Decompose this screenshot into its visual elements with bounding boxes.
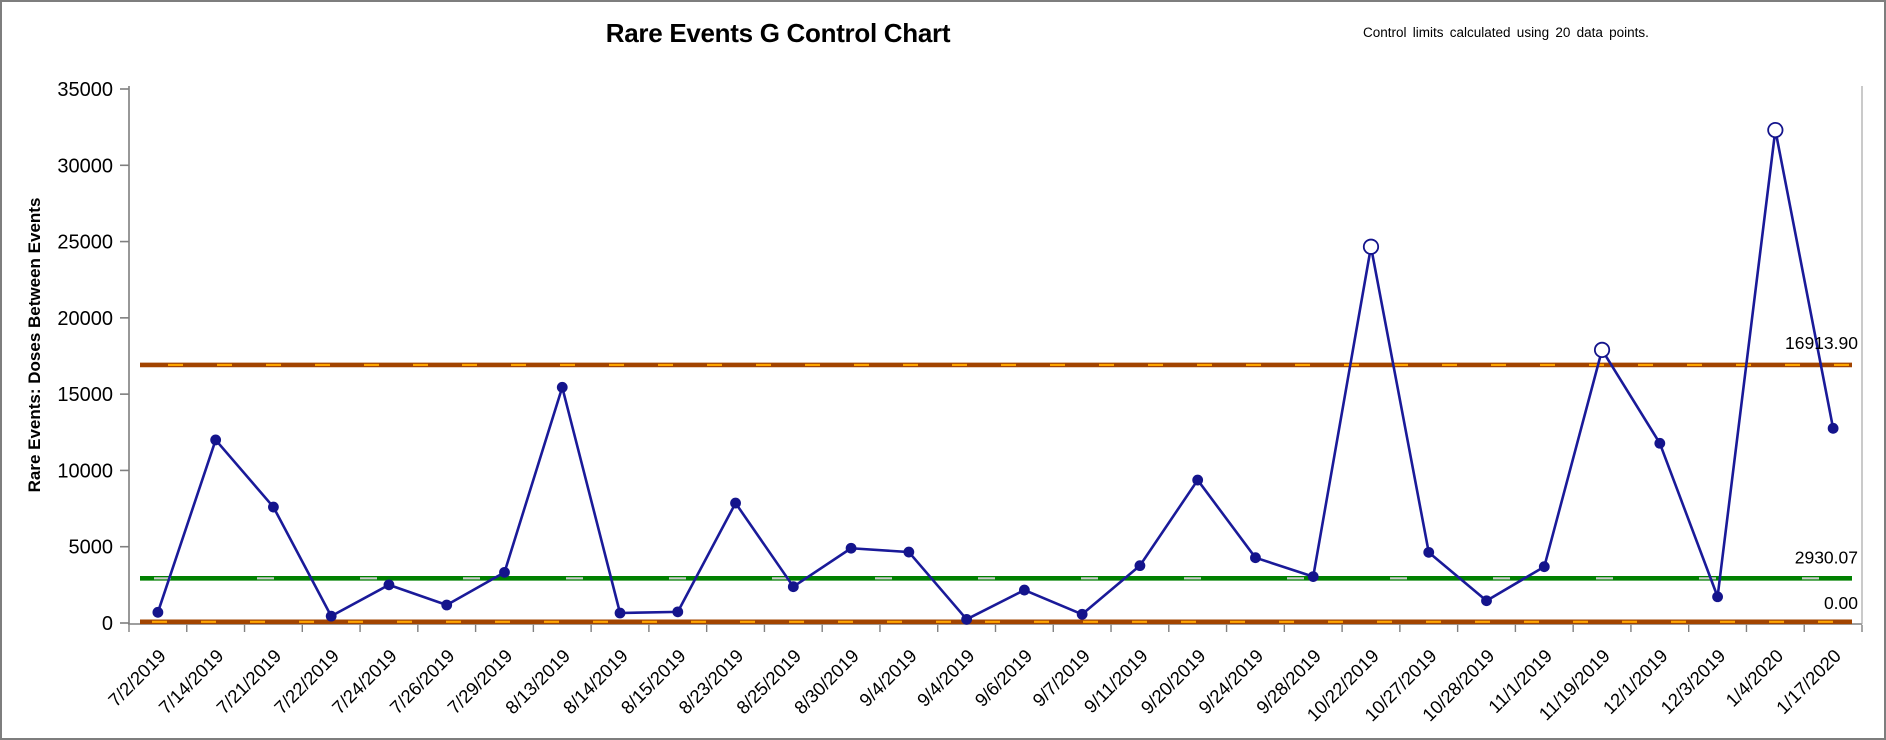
data-point-marker [556, 381, 568, 393]
ooc-point-marker [1767, 121, 1784, 139]
data-point-marker [1307, 571, 1319, 583]
data-point-marker [614, 607, 626, 619]
x-tick-label: 9/4/2019 [855, 645, 921, 711]
data-point-marker [268, 501, 279, 513]
data-point-marker [1134, 560, 1146, 572]
data-point-marker [1423, 546, 1435, 558]
data-point-marker [383, 579, 395, 591]
y-tick-label: 35000 [57, 79, 113, 101]
data-point-marker [1481, 595, 1492, 607]
data-point-marker [730, 497, 741, 509]
y-tick-label: 15000 [57, 384, 113, 406]
data-point-marker [210, 434, 222, 446]
data-point-marker [441, 599, 453, 611]
data-point-marker [845, 542, 857, 554]
x-tick-label: 9/6/2019 [970, 645, 1036, 711]
data-point-marker [152, 606, 164, 618]
ooc-point-marker [1362, 238, 1380, 255]
data-point-marker [1076, 608, 1088, 620]
ucl-label: 16913.90 [1785, 333, 1858, 353]
x-tick-label: 9/4/2019 [913, 645, 979, 711]
data-point-marker [1192, 474, 1204, 486]
lcl-label: 0.00 [1824, 593, 1858, 613]
center-label: 2930.07 [1795, 547, 1858, 567]
data-point-marker [1538, 561, 1550, 573]
data-point-marker [1018, 584, 1030, 596]
data-point-marker [325, 610, 337, 622]
y-tick-label: 25000 [57, 232, 113, 254]
y-tick-label: 0 [102, 613, 113, 635]
y-axis-title: Rare Events: Doses Between Events [25, 198, 44, 493]
data-point-marker [1250, 552, 1261, 564]
y-tick-label: 20000 [57, 308, 113, 330]
data-point-marker [1712, 591, 1723, 603]
ooc-point-marker [1593, 341, 1611, 358]
data-point-marker [499, 566, 510, 578]
series-line [156, 128, 1835, 621]
data-point-marker [903, 546, 915, 558]
data-point-marker [961, 613, 973, 625]
data-point-marker [1827, 422, 1839, 434]
y-tick-label: 5000 [69, 537, 114, 559]
y-tick-label: 30000 [57, 155, 113, 177]
chart-subtitle-note: Control limits calculated using 20 data … [1363, 25, 1649, 40]
data-point-marker [1654, 437, 1666, 449]
data-point-marker [787, 581, 799, 593]
y-tick-label: 10000 [57, 460, 113, 482]
chart-title: Rare Events G Control Chart [605, 18, 951, 48]
data-point-marker [672, 606, 684, 618]
